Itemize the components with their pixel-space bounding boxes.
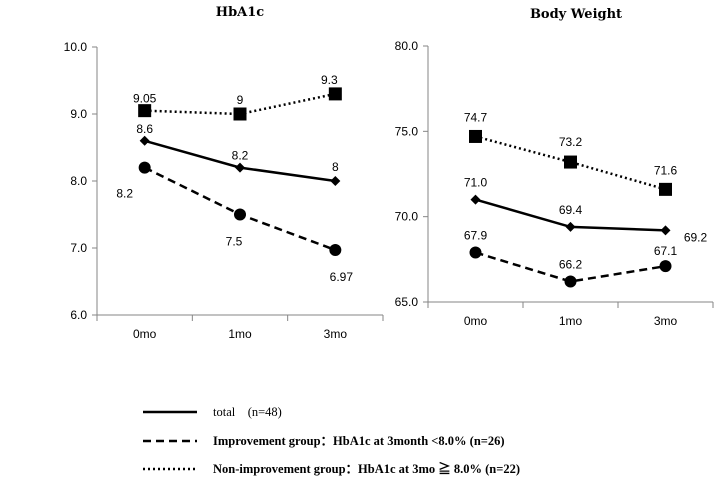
hba1c-total-point xyxy=(139,135,150,146)
weight-chart-title: Body Weight xyxy=(530,7,622,22)
body-weight-chart: Body Weight 65.0 70.0 75.0 80.0 0mo 1mo 3mo 71.0… xyxy=(395,7,714,328)
weight-improvement-point xyxy=(469,246,482,259)
weight-nonimprovement-point xyxy=(564,155,577,169)
weight-nonimprovement-data-label: 71.6 xyxy=(654,163,678,177)
weight-improvement-data-label: 67.1 xyxy=(654,244,678,258)
hba1c-y-tick-label: 8.0 xyxy=(70,174,87,188)
weight-x-tick-label: 0mo xyxy=(464,314,488,328)
weight-total-point xyxy=(470,194,481,205)
legend-total-label: total (n=48) xyxy=(213,405,282,419)
weight-y-tick-label: 70.0 xyxy=(395,210,419,224)
hba1c-nonimprovement-point xyxy=(138,104,152,118)
hba1c-improvement-data-label: 6.97 xyxy=(330,270,354,284)
hba1c-y-tick-label: 7.0 xyxy=(70,241,87,255)
hba1c-x-tick-label: 3mo xyxy=(324,327,348,341)
hba1c-improvement-data-label: 8.2 xyxy=(116,187,133,201)
hba1c-improvement-point xyxy=(329,244,342,257)
hba1c-total-data-label: 8.2 xyxy=(232,149,249,163)
weight-total-data-label: 69.2 xyxy=(684,230,708,244)
hba1c-total-data-label: 8 xyxy=(332,160,339,174)
hba1c-improvement-point xyxy=(138,161,151,174)
weight-total-data-label: 69.4 xyxy=(559,203,583,217)
hba1c-y-tick-label: 10.0 xyxy=(64,40,88,54)
weight-improvement-data-label: 67.9 xyxy=(464,229,488,243)
legend-improvement-label: Improvement group：HbA1c at 3month <8.0% … xyxy=(213,434,505,448)
hba1c-x-tick-label: 0mo xyxy=(133,327,157,341)
hba1c-y-tick-label: 9.0 xyxy=(70,107,87,121)
weight-total-point xyxy=(565,221,576,232)
weight-x-tick-label: 1mo xyxy=(559,314,583,328)
hba1c-nonimprovement-data-label: 9 xyxy=(237,93,244,107)
weight-y-tick-label: 75.0 xyxy=(395,124,419,138)
legend: total (n=48) Improvement group：HbA1c at 3… xyxy=(143,405,520,476)
hba1c-nonimprovement-point xyxy=(328,87,342,101)
hba1c-improvement-data-label: 7.5 xyxy=(226,235,243,249)
weight-x-tick-label: 3mo xyxy=(654,314,678,328)
weight-nonimprovement-data-label: 74.7 xyxy=(464,110,488,124)
weight-total-data-label: 71.0 xyxy=(464,176,488,190)
legend-nonimprovement-label: Non-improvement group：HbA1c at 3mo ≧ 8.0… xyxy=(213,461,520,476)
hba1c-nonimprovement-data-label: 9.3 xyxy=(321,73,338,87)
weight-improvement-data-label: 66.2 xyxy=(559,258,583,272)
weight-nonimprovement-point xyxy=(469,129,482,143)
weight-nonimprovement-point xyxy=(659,182,672,196)
hba1c-y-tick-label: 6.0 xyxy=(70,308,87,322)
hba1c-chart: HbA1c 6.0 7.0 8.0 9.0 10.0 0mo 1mo 3mo 8.6 8.2 8 8.2… xyxy=(64,5,384,341)
hba1c-improvement-point xyxy=(234,208,246,221)
hba1c-total-point xyxy=(330,176,341,186)
hba1c-nonimprovement-point xyxy=(233,107,247,121)
hba1c-total-point xyxy=(235,162,245,173)
weight-improvement-point xyxy=(659,260,672,273)
weight-y-tick-label: 65.0 xyxy=(395,295,419,309)
hba1c-chart-title: HbA1c xyxy=(216,5,265,20)
weight-nonimprovement-data-label: 73.2 xyxy=(559,135,583,149)
weight-improvement-point xyxy=(564,275,577,288)
hba1c-x-tick-label: 1mo xyxy=(228,327,252,341)
hba1c-nonimprovement-data-label: 9.05 xyxy=(133,92,157,106)
hba1c-total-data-label: 8.6 xyxy=(136,122,153,136)
weight-improvement-line xyxy=(475,251,666,283)
weight-y-tick-label: 80.0 xyxy=(395,39,419,53)
weight-total-point xyxy=(660,225,671,236)
